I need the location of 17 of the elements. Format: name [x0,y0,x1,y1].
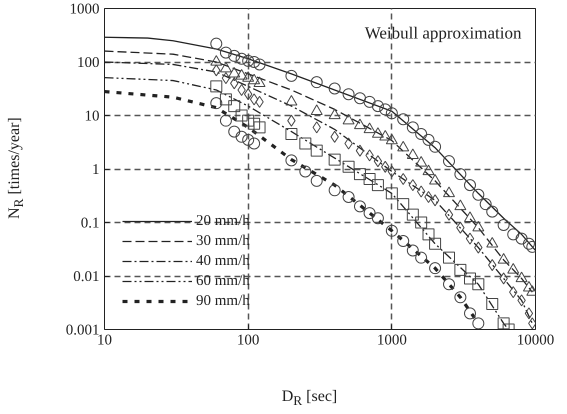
x-tick-label: 10000 [516,332,554,348]
y-tick-label: 0.1 [80,216,100,232]
legend-label: 40 mm/h [196,252,250,270]
y-tick-label: 100 [77,55,100,71]
y-tick-label: 1000 [70,2,100,18]
legend-label: 30 mm/h [196,232,250,250]
legend-label: 90 mm/h [196,292,250,310]
y-tick-label: 10 [84,108,100,124]
legend-label: 60 mm/h [196,272,250,290]
y-tick-label: 0.01 [73,269,100,285]
annotation: Weibull approximation [364,24,522,42]
x-tick-label: 100 [236,332,260,348]
x-tick-label: 1000 [376,332,407,348]
x-tick-label: 10 [97,332,112,348]
y-tick-label: 0.001 [66,322,100,338]
y-tick-label: 1 [92,162,100,178]
x-axis-title: D$_{R}$ [sec] [280,387,338,410]
